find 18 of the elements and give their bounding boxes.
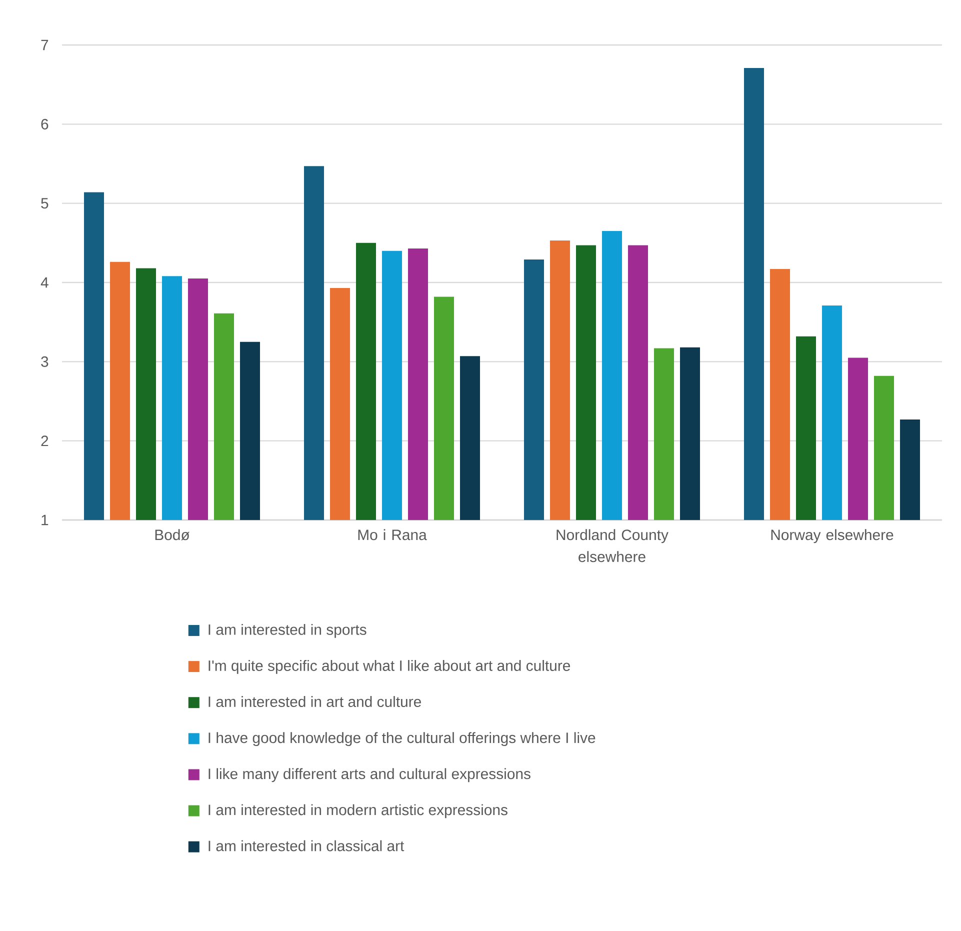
x-tick-label: Nordland County elsewhere	[556, 529, 668, 562]
x-tick-label: Mo i Rana	[358, 529, 427, 540]
legend-label: I'm quite specific about what I like about art and culture	[208, 660, 570, 674]
x-tick-label: Norway elsewhere	[771, 529, 894, 544]
legend-label: I have good knowledge of the cultural offerings where I live	[208, 732, 596, 746]
y-tick-label: 4	[40, 277, 48, 288]
y-tick-label: 1	[42, 514, 48, 526]
legend-label: I am interested in art and culture	[208, 696, 421, 708]
y-tick-label: 6	[41, 118, 48, 130]
legend-label: I am interested in sports	[208, 624, 366, 638]
y-tick-label: 5	[41, 198, 48, 209]
y-tick-label: 7	[41, 40, 48, 50]
legend-label: I like many different arts and cultural expressions	[208, 768, 530, 782]
y-tick-label: 2	[41, 436, 48, 446]
legend-label: I am interested in classical art	[208, 840, 404, 852]
legend-label: I am interested in modern artistic expressions	[208, 804, 508, 818]
y-tick-label: 3	[41, 356, 48, 367]
x-tick-label: Bodø	[155, 529, 190, 540]
